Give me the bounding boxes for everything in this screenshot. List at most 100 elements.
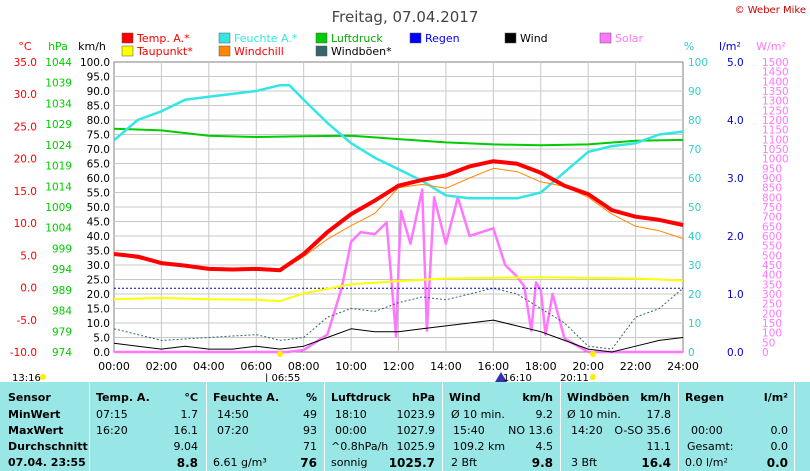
- solar-axis-tick-label: 100: [762, 328, 782, 340]
- pressure-unit-label: hPa: [48, 40, 68, 53]
- wind-axis-tick-label: 15.0: [87, 304, 110, 316]
- gust-max-value: O-SO 35.6: [614, 424, 671, 437]
- wind-axis-tick-label: 75.0: [87, 130, 110, 142]
- hum-avg-value: 71: [303, 440, 317, 453]
- pressure-axis-tick-label: 989: [52, 285, 72, 297]
- solar-axis-tick-label: 450: [762, 260, 782, 272]
- legend-swatch: [504, 32, 517, 44]
- solar-axis-tick-label: 400: [762, 270, 782, 282]
- temp-axis-tick-label: 25.0: [14, 121, 37, 133]
- solar-axis-tick-label: 50: [762, 337, 775, 349]
- humidity-axis-tick-label: 0: [688, 347, 695, 359]
- sunrise-marker: [277, 351, 283, 357]
- wind-axis-tick-label: 55.0: [87, 188, 110, 200]
- press-forecast: sonnig: [331, 456, 368, 469]
- legend-label: Wind: [520, 32, 548, 45]
- gust-max-time: 14:20: [571, 424, 603, 437]
- solar-axis-tick-label: 850: [762, 183, 782, 195]
- wind-axis-tick-label: 0.0: [93, 347, 110, 359]
- hum-unit: %: [305, 391, 317, 404]
- gust-beaufort: 3 Bft: [571, 456, 598, 469]
- rain-total-value: 0.0: [770, 440, 789, 453]
- legend-swatch: [218, 32, 231, 44]
- solar-axis-tick-label: 1300: [762, 96, 789, 108]
- rain-unit: l/m²: [763, 391, 788, 404]
- hum-max-time: 07:20: [217, 424, 249, 437]
- series-wind-line: [113, 319, 684, 353]
- rain-axis-tick-label: 5.0: [727, 57, 744, 69]
- series-solar-line: [114, 188, 683, 354]
- humidity-axis-tick-label: 10: [688, 318, 701, 330]
- wind-max-value: NO 13.6: [508, 424, 553, 437]
- chart-title: Freitag, 07.04.2017: [332, 8, 479, 26]
- wind-axis-tick-label: 45.0: [87, 217, 110, 229]
- wind-axis-tick-label: 50.0: [87, 202, 110, 214]
- solar-axis-tick-label: 1050: [762, 144, 789, 156]
- current-time-label: 13:16: [12, 373, 41, 382]
- temp-header: Temp. A.: [96, 391, 150, 404]
- sun-icon: [40, 374, 46, 380]
- wind-axis-tick-label: 60.0: [87, 173, 110, 185]
- wind-distance: 109.2 km: [453, 440, 506, 453]
- solar-axis-tick-label: 350: [762, 279, 782, 291]
- pressure-axis-tick-label: 1039: [45, 78, 72, 90]
- press-max-time: 00:00: [335, 424, 367, 437]
- wind-axis-tick-label: 30.0: [87, 260, 110, 272]
- temp-axis-tick-label: -10.0: [10, 347, 37, 359]
- humidity-axis-tick-label: 60: [688, 173, 701, 185]
- temp-now-value: 8.8: [176, 456, 198, 470]
- wind-avg10-label: Ø 10 min.: [451, 408, 505, 421]
- wind-axis-tick-label: 80.0: [87, 115, 110, 127]
- temp-min-time: 07:15: [96, 408, 128, 421]
- solar-axis-tick-label: 750: [762, 202, 782, 214]
- solar-axis-tick-label: 1150: [762, 125, 789, 137]
- gust-avg-value: 11.1: [646, 440, 672, 453]
- solar-axis-tick-label: 800: [762, 192, 782, 204]
- press-now-value: 1025.7: [388, 456, 435, 470]
- wind-unit: km/h: [522, 391, 553, 404]
- pressure-axis-tick-label: 1029: [45, 119, 72, 131]
- rain-axis-tick-label: 2.0: [727, 231, 744, 243]
- solar-axis-tick-label: 1450: [762, 67, 789, 79]
- pressure-axis-tick-label: 1034: [45, 98, 72, 110]
- rain-axis-tick-label: 4.0: [727, 115, 744, 127]
- temp-max-value: 16.1: [173, 424, 199, 437]
- humidity-axis-tick-label: 20: [688, 289, 701, 301]
- rain-axis-tick-label: 3.0: [727, 173, 744, 185]
- press-min-value: 1023.9: [396, 408, 436, 421]
- weather-chart: 35.0 30.0 25.0 20.0 15.0 10.0 5.0 0.0 -5.0 -10.0 1…: [10, 5, 806, 382]
- humidity-axis-tick-label: 80: [688, 115, 701, 127]
- temp-min-value: 1.7: [180, 408, 199, 421]
- wind-axis-tick-label: 20.0: [87, 289, 110, 301]
- press-max-value: 1027.9: [396, 424, 436, 437]
- legend-label: Taupunkt*: [136, 45, 193, 58]
- rain-axis-tick-label: 0.0: [727, 347, 744, 359]
- legend-swatch: [409, 32, 422, 44]
- solar-axis-tick-label: 300: [762, 289, 782, 301]
- copyright-label: © Weber Mike: [735, 5, 806, 16]
- rain-total-label: Gesamt:: [687, 440, 734, 453]
- rain-unit-label: l/m²: [719, 40, 741, 53]
- sunset-label: 20:11: [560, 373, 589, 382]
- series-luftdruck-line: [113, 127, 684, 147]
- legend-label: Regen: [425, 32, 460, 45]
- chart-series: [113, 83, 684, 354]
- pressure-axis-tick-label: 979: [52, 326, 72, 338]
- wind-unit-label: km/h: [78, 40, 106, 53]
- pressure-axis-tick-label: 1024: [45, 140, 72, 152]
- temp-axis-tick-label: 0.0: [20, 283, 37, 295]
- gust-now-value: 16.4: [641, 456, 671, 470]
- series-feuchtea-line: [113, 83, 684, 200]
- temp-axis-tick-label: 15.0: [14, 186, 37, 198]
- humidity-axis-tick-label: 50: [688, 202, 701, 214]
- chart-grid: [113, 61, 684, 353]
- hum-max-value: 93: [303, 424, 317, 437]
- temp-axis-tick-label: 20.0: [14, 154, 37, 166]
- series-windben-line: [113, 287, 684, 350]
- temp-unit-label: °C: [18, 40, 32, 53]
- temp-axis-tick-label: -5.0: [17, 315, 38, 327]
- solar-axis-tick-label: 550: [762, 241, 782, 253]
- solar-axis-tick-label: 0: [762, 347, 769, 359]
- sunset-marker: [590, 351, 596, 357]
- x-tick-label: 06:00: [240, 360, 272, 373]
